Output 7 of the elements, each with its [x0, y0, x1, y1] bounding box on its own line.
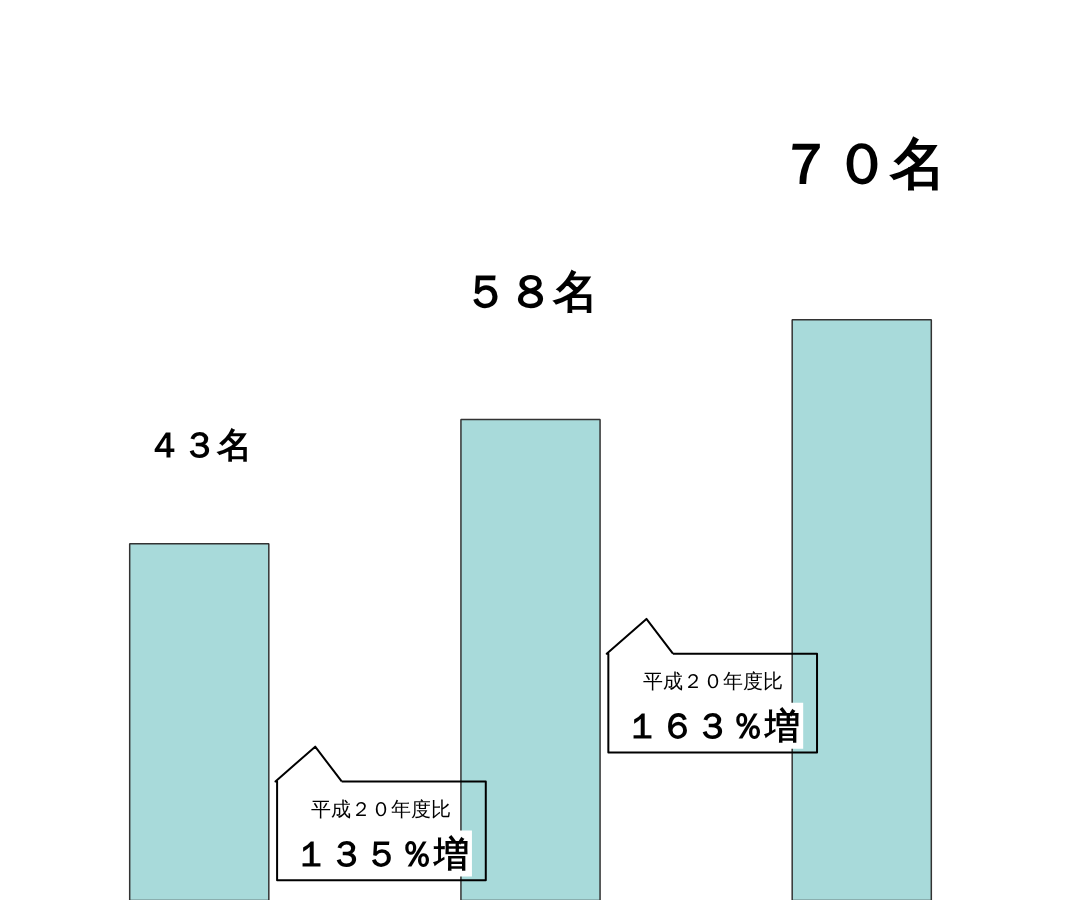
- annotation: 平成２０年度比: [311, 797, 452, 822]
- data-label: ５８名: [463, 265, 598, 319]
- data-label: ７０名: [777, 130, 946, 196]
- annotation: １３５％増: [293, 833, 469, 874]
- annotation: １６３％増: [625, 705, 801, 746]
- annotation: 平成２０年度比: [642, 669, 783, 694]
- data-label: ４３名: [146, 425, 252, 466]
